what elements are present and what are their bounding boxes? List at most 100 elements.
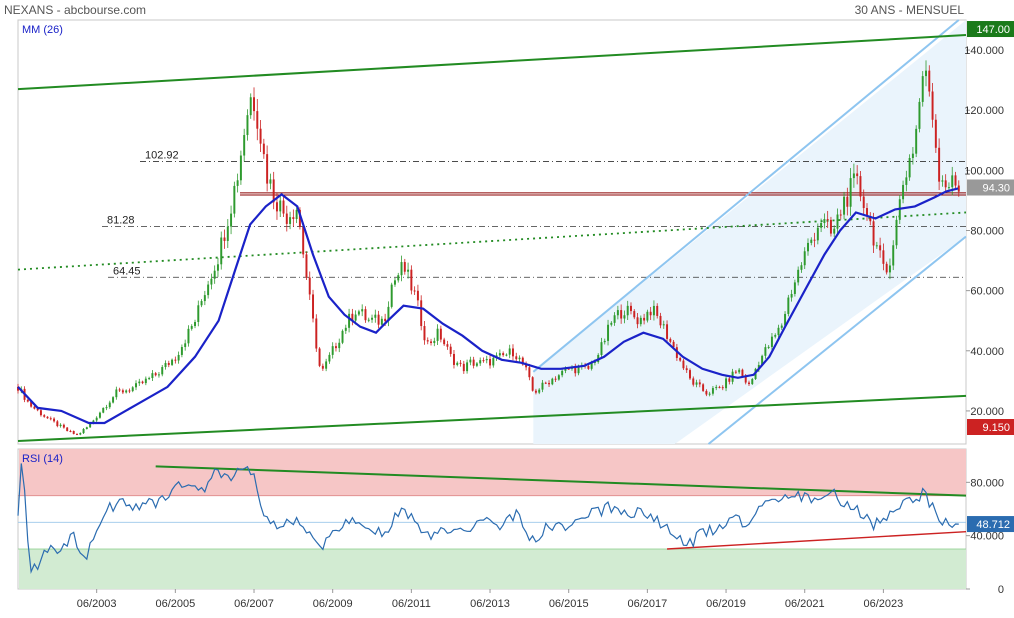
candle-body xyxy=(784,313,787,326)
candle-body xyxy=(643,317,646,321)
candle-body xyxy=(259,128,262,144)
candle-body xyxy=(138,381,141,384)
candle-body xyxy=(934,119,937,148)
candle-body xyxy=(236,180,239,186)
candle-body xyxy=(177,354,180,361)
candle-body xyxy=(62,424,65,428)
min-price-tag: 9.150 xyxy=(982,422,1010,434)
price-tags: 147.00 94.30 9.150 xyxy=(967,21,1014,435)
candle-body xyxy=(197,305,200,322)
candle-body xyxy=(725,378,728,389)
candle-body xyxy=(947,187,950,189)
candle-body xyxy=(433,340,436,344)
candle-body xyxy=(79,433,82,435)
rsi-y-tick-label: 80.000 xyxy=(970,477,1004,489)
candle-body xyxy=(882,250,885,264)
candle-body xyxy=(531,377,534,391)
candle-body xyxy=(836,214,839,229)
candle-body xyxy=(184,343,187,348)
candle-body xyxy=(705,390,708,395)
rsi-panel: RSI (14) 0 40.000 80.000 48.712 xyxy=(17,448,1014,596)
candle-body xyxy=(925,70,927,77)
candle-body xyxy=(833,228,836,234)
candle-body xyxy=(600,342,603,355)
candle-body xyxy=(515,356,518,360)
candle-body xyxy=(751,379,754,385)
candle-body xyxy=(938,147,941,182)
candle-body xyxy=(180,347,183,355)
candle-body xyxy=(456,362,459,365)
candle-body xyxy=(574,367,577,374)
channel-upper-line xyxy=(532,19,960,373)
candle-body xyxy=(662,324,665,326)
candle-body xyxy=(548,382,551,385)
candle-body xyxy=(479,360,482,364)
candle-body xyxy=(741,369,744,376)
candle-body xyxy=(843,196,846,215)
candle-body xyxy=(403,262,406,272)
candle-body xyxy=(279,200,282,212)
candle-body xyxy=(43,415,46,417)
candle-body xyxy=(223,237,226,241)
candle-body xyxy=(275,202,278,212)
candle-body xyxy=(892,245,895,266)
candle-body xyxy=(321,365,324,369)
candle-body xyxy=(452,353,455,365)
candle-body xyxy=(131,387,134,392)
candle-body xyxy=(210,278,213,285)
candle-body xyxy=(652,305,655,316)
current-price-tag-bg xyxy=(967,179,1014,196)
candle-body xyxy=(918,101,921,129)
candle-body xyxy=(338,342,341,349)
candle-body xyxy=(289,217,292,224)
candle-body xyxy=(646,311,649,321)
candle-body xyxy=(859,176,862,197)
candle-body xyxy=(203,295,206,302)
candle-body xyxy=(800,265,803,270)
candle-body xyxy=(593,362,596,364)
candle-body xyxy=(872,221,875,246)
candle-body xyxy=(469,359,472,363)
dotted-trend-line xyxy=(17,211,967,271)
rsi-overbought-zone xyxy=(19,449,966,496)
candle-body xyxy=(76,433,78,435)
candle-body xyxy=(659,315,662,326)
candle-body xyxy=(72,430,75,434)
candle-body xyxy=(528,367,531,378)
candle-body xyxy=(685,368,688,371)
rsi-zones xyxy=(18,449,966,589)
candle-body xyxy=(875,245,878,247)
price-lines: 102.92 81.28 64.45 xyxy=(17,19,967,445)
candle-body xyxy=(98,412,101,418)
rsi-label: RSI (14) xyxy=(22,453,63,465)
candle-body xyxy=(190,326,193,329)
candle-body xyxy=(102,407,105,413)
candle-body xyxy=(957,185,960,192)
candle-body xyxy=(82,429,85,434)
candle-body xyxy=(341,330,344,343)
candle-body xyxy=(852,173,855,179)
candle-body xyxy=(39,410,42,416)
candle-body xyxy=(407,269,410,272)
candle-body xyxy=(384,318,387,322)
candle-body xyxy=(226,226,229,241)
candle-body xyxy=(364,309,367,321)
max-price-tag-bg xyxy=(967,21,1014,38)
x-tick-label: 06/2007 xyxy=(234,598,274,610)
candle-body xyxy=(105,407,108,409)
candle-body xyxy=(302,226,305,255)
candle-body xyxy=(351,313,354,321)
candle-body xyxy=(649,311,652,316)
candle-body xyxy=(856,173,859,177)
candle-body xyxy=(292,217,295,220)
candle-body xyxy=(849,178,852,207)
candle-body xyxy=(911,153,914,158)
candle-body xyxy=(564,368,567,371)
candle-body xyxy=(787,297,790,314)
candle-body xyxy=(525,364,528,368)
price-y-axis: 20.000 40.000 60.000 80.000 100.000 120.000 14… xyxy=(964,45,1004,418)
candle-body xyxy=(777,327,780,336)
candle-body xyxy=(554,378,557,380)
candle-body xyxy=(888,265,891,273)
